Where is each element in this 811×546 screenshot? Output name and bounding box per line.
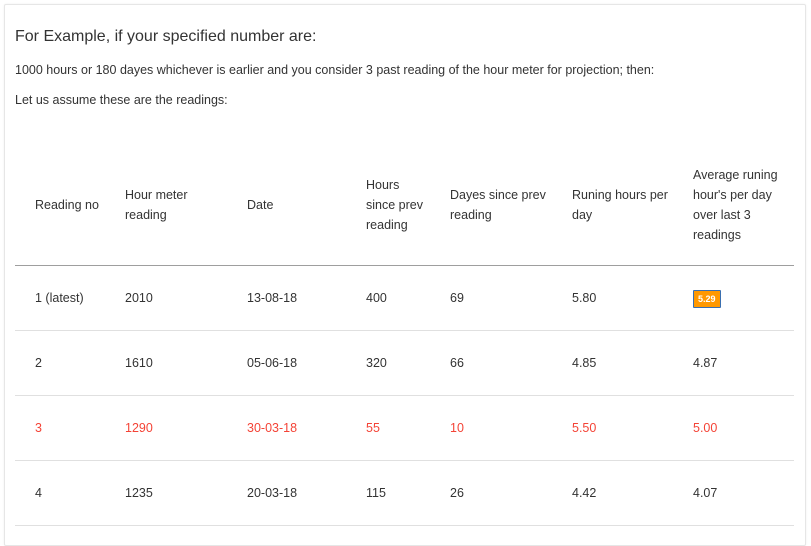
hours-since-prev: 115 [346, 460, 430, 526]
hour-meter-reading: 1610 [105, 330, 227, 396]
readings-intro: Let us assume these are the readings: [15, 93, 228, 107]
example-heading: For Example, if your specified number ar… [15, 28, 317, 45]
header-reading-no: Reading no [15, 145, 105, 266]
running-hours-per-day: 4.85 [552, 330, 673, 396]
hours-since-prev: 55 [346, 395, 430, 461]
header-date: Date [227, 145, 346, 266]
average-badge: 5.29 [693, 290, 721, 308]
readings-table-header: Reading no Hour meter reading Date Hours… [15, 145, 794, 266]
header-row: Reading no Hour meter reading Date Hours… [15, 145, 794, 266]
table-row-highlighted: 3 1290 30-03-18 55 10 5.50 5.00 [15, 395, 794, 461]
reading-no: 2 [15, 330, 105, 396]
readings-table: Reading no Hour meter reading Date Hours… [15, 145, 794, 526]
days-since-prev: 10 [430, 395, 552, 461]
table-row: 2 1610 05-06-18 320 66 4.85 4.87 [15, 330, 794, 396]
reading-no: 1 (latest) [15, 265, 105, 331]
header-hour-meter-reading: Hour meter reading [105, 145, 227, 266]
reading-no: 3 [15, 395, 105, 461]
average-running-hours: 5.00 [673, 395, 794, 461]
hour-meter-reading: 1235 [105, 460, 227, 526]
running-hours-per-day: 4.42 [552, 460, 673, 526]
reading-date: 30-03-18 [227, 395, 346, 461]
average-running-hours: 4.07 [673, 460, 794, 526]
readings-table-body: 1 (latest) 2010 13-08-18 400 69 5.80 5.2… [15, 265, 794, 526]
hour-meter-reading: 2010 [105, 265, 227, 331]
reading-date: 13-08-18 [227, 265, 346, 331]
header-days-since-prev: Dayes since prev reading [430, 145, 552, 266]
running-hours-per-day: 5.80 [552, 265, 673, 331]
hours-since-prev: 400 [346, 265, 430, 331]
header-running-hours-per-day: Runing hours per day [552, 145, 673, 266]
example-card: For Example, if your specified number ar… [4, 4, 806, 546]
average-running-hours: 4.87 [673, 330, 794, 396]
hour-meter-reading: 1290 [105, 395, 227, 461]
reading-date: 20-03-18 [227, 460, 346, 526]
table-row: 4 1235 20-03-18 115 26 4.42 4.07 [15, 460, 794, 526]
example-description: 1000 hours or 180 dayes whichever is ear… [15, 63, 655, 77]
reading-no: 4 [15, 460, 105, 526]
days-since-prev: 69 [430, 265, 552, 331]
days-since-prev: 66 [430, 330, 552, 396]
header-hours-since-prev: Hours since prev reading [346, 145, 430, 266]
table-row: 1 (latest) 2010 13-08-18 400 69 5.80 5.2… [15, 265, 794, 331]
header-average-running-hours: Average runing hour's per day over last … [673, 145, 794, 266]
reading-date: 05-06-18 [227, 330, 346, 396]
days-since-prev: 26 [430, 460, 552, 526]
average-running-hours: 5.29 [673, 265, 794, 331]
hours-since-prev: 320 [346, 330, 430, 396]
running-hours-per-day: 5.50 [552, 395, 673, 461]
